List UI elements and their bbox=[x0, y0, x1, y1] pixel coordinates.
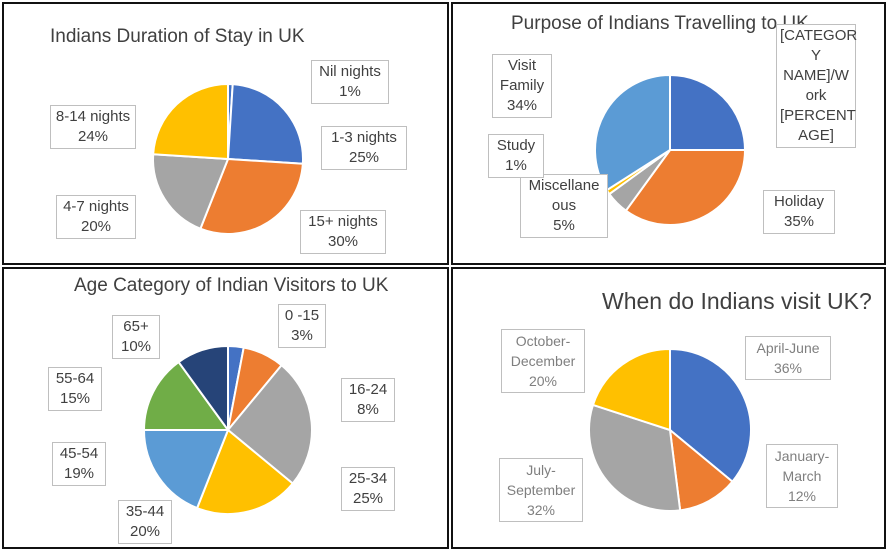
data-label-nil-nights: Nil nights 1% bbox=[311, 60, 389, 104]
pie-slice-35-44 bbox=[196, 429, 294, 515]
pie-slice-october-december bbox=[591, 348, 671, 431]
pie-slice-category-name-work bbox=[669, 74, 746, 151]
data-label-age-65-plus: 65+ 10% bbox=[112, 315, 160, 359]
chart-panel-duration: Indians Duration of Stay in UK Nil night… bbox=[2, 2, 449, 265]
pie-slice-25-34 bbox=[227, 364, 313, 485]
data-label-miscellaneous: Miscellane ous 5% bbox=[520, 174, 608, 238]
chart-panel-when-visit: When do Indians visit UK? April-June 36% … bbox=[451, 267, 886, 549]
pie-slice-holiday bbox=[624, 149, 746, 226]
chart-title: Indians Duration of Stay in UK bbox=[50, 26, 305, 47]
data-label-15-plus-nights: 15+ nights 30% bbox=[300, 210, 386, 254]
pie-chart bbox=[588, 348, 752, 512]
pie-chart bbox=[152, 83, 304, 235]
data-label-age-16-24: 16-24 8% bbox=[341, 378, 395, 422]
pie-slice-january-march bbox=[669, 429, 734, 512]
pie-slice-4-7-nights bbox=[152, 153, 229, 230]
chart-title: Purpose of Indians Travelling to UK bbox=[511, 13, 809, 34]
data-label-age-35-44: 35-44 20% bbox=[118, 500, 172, 544]
pie-slice-55-64 bbox=[143, 361, 229, 431]
pie-slice-45-54 bbox=[143, 429, 229, 510]
chart-panel-age-category: Age Category of Indian Visitors to UK 0 … bbox=[2, 267, 449, 549]
pie-slice-15-nights bbox=[199, 158, 304, 235]
data-label-age-0-15: 0 -15 3% bbox=[278, 304, 326, 348]
data-label-january-march: January- March 12% bbox=[766, 444, 838, 508]
data-label-october-december: October- December 20% bbox=[501, 329, 585, 393]
pie-slice-65 bbox=[177, 345, 229, 431]
data-label-age-25-34: 25-34 25% bbox=[341, 467, 395, 511]
pie-chart bbox=[143, 345, 313, 515]
data-label-july-september: July- September 32% bbox=[499, 458, 583, 522]
chart-title: When do Indians visit UK? bbox=[602, 288, 872, 314]
data-label-age-55-64: 55-64 15% bbox=[48, 367, 102, 411]
data-label-age-45-54: 45-54 19% bbox=[52, 442, 106, 486]
data-label-holiday: Holiday 35% bbox=[763, 190, 835, 234]
data-label-study: Study 1% bbox=[488, 134, 544, 178]
data-label-april-june: April-June 36% bbox=[745, 336, 831, 380]
data-label-1-3-nights: 1-3 nights 25% bbox=[321, 126, 407, 170]
chart-panel-purpose: Purpose of Indians Travelling to UK [CAT… bbox=[451, 2, 886, 265]
pie-slice-april-june bbox=[669, 348, 752, 483]
data-label-4-7-nights: 4-7 nights 20% bbox=[56, 195, 136, 239]
pie-slice-1-3-nights bbox=[227, 83, 304, 165]
pie-slice-july-september bbox=[588, 403, 682, 512]
chart-title: Age Category of Indian Visitors to UK bbox=[74, 275, 389, 296]
pie-chart bbox=[594, 74, 746, 226]
data-label-work: [CATEGOR Y NAME]/W ork [PERCENT AGE] bbox=[776, 24, 857, 148]
pie-slice-8-14-nights bbox=[152, 83, 229, 160]
data-label-visit-family: Visit Family 34% bbox=[492, 54, 552, 118]
data-label-8-14-nights: 8-14 nights 24% bbox=[50, 105, 136, 149]
